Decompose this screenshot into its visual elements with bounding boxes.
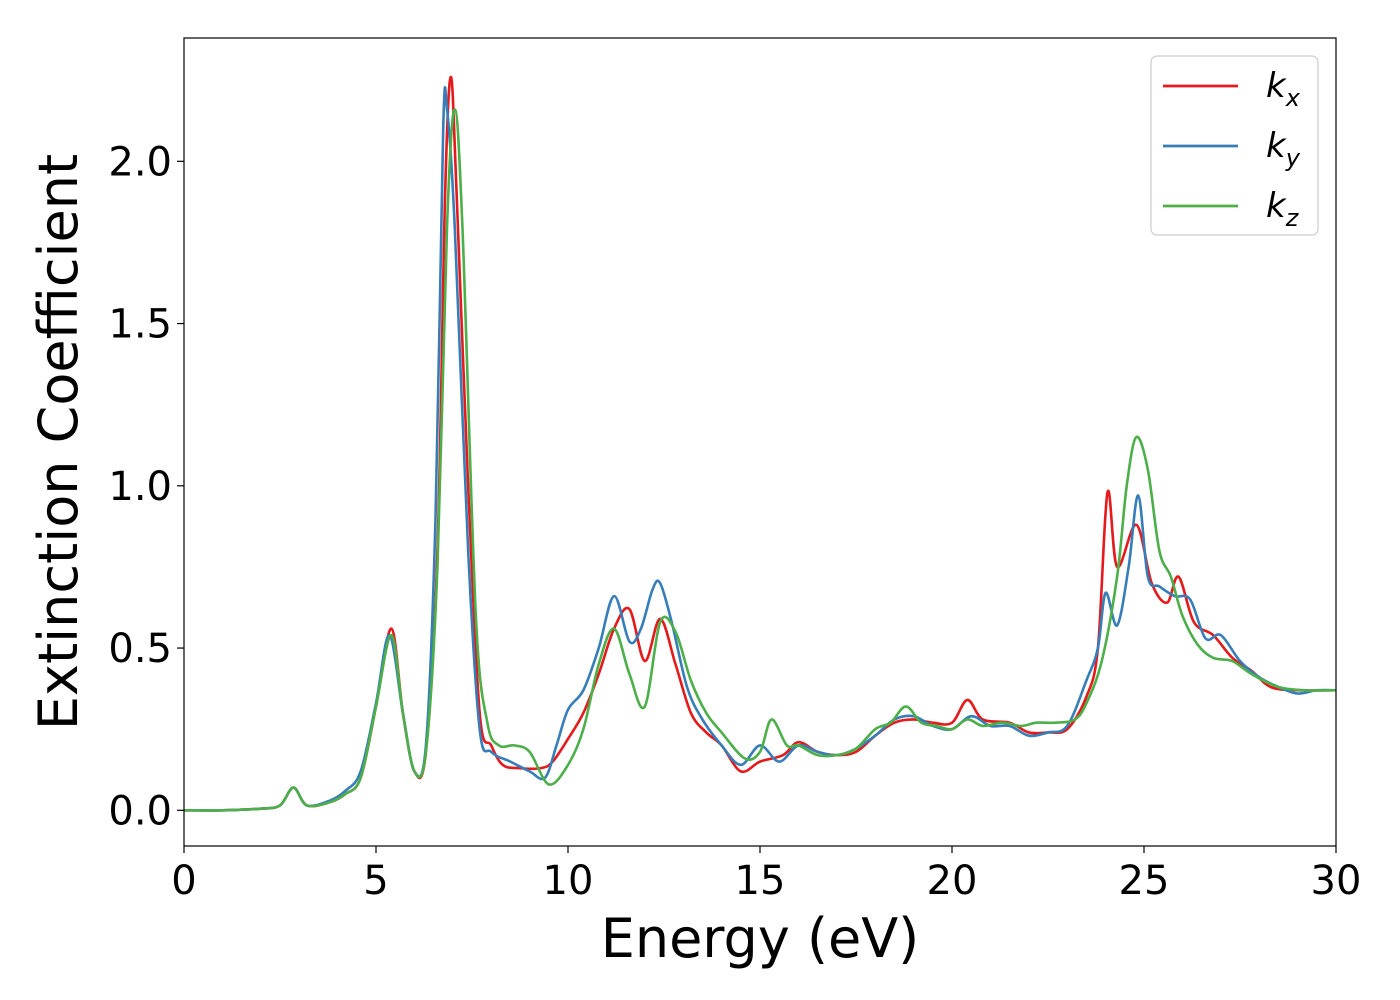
- y-tick-label: 0.0: [108, 788, 172, 834]
- y-tick-label: 1.5: [108, 302, 172, 348]
- x-tick-label: 0: [171, 858, 196, 904]
- x-tick-label: 25: [1119, 858, 1170, 904]
- x-tick-label: 10: [543, 858, 594, 904]
- y-tick-label: 1.0: [108, 464, 172, 510]
- y-axis-label: Extinction Coefficient: [27, 154, 90, 730]
- legend: kx ky kz: [1150, 55, 1319, 236]
- x-tick-label: 5: [363, 858, 388, 904]
- series-line-kz: [184, 108, 1336, 812]
- legend-label-ky: ky: [1266, 126, 1301, 172]
- x-axis: 0 5 10 15 20 25 30: [171, 846, 1361, 904]
- x-tick-label: 15: [735, 858, 786, 904]
- legend-label-kx: kx: [1266, 66, 1301, 112]
- x-tick-label: 30: [1311, 858, 1362, 904]
- legend-label-kz: kz: [1266, 186, 1300, 232]
- series-layer: [184, 75, 1336, 812]
- y-tick-label: 2.0: [108, 139, 172, 185]
- y-tick-label: 0.5: [108, 626, 172, 672]
- x-tick-label: 20: [927, 858, 978, 904]
- y-axis: 0.0 0.5 1.0 1.5 2.0: [108, 139, 184, 834]
- x-axis-label: Energy (eV): [601, 907, 920, 970]
